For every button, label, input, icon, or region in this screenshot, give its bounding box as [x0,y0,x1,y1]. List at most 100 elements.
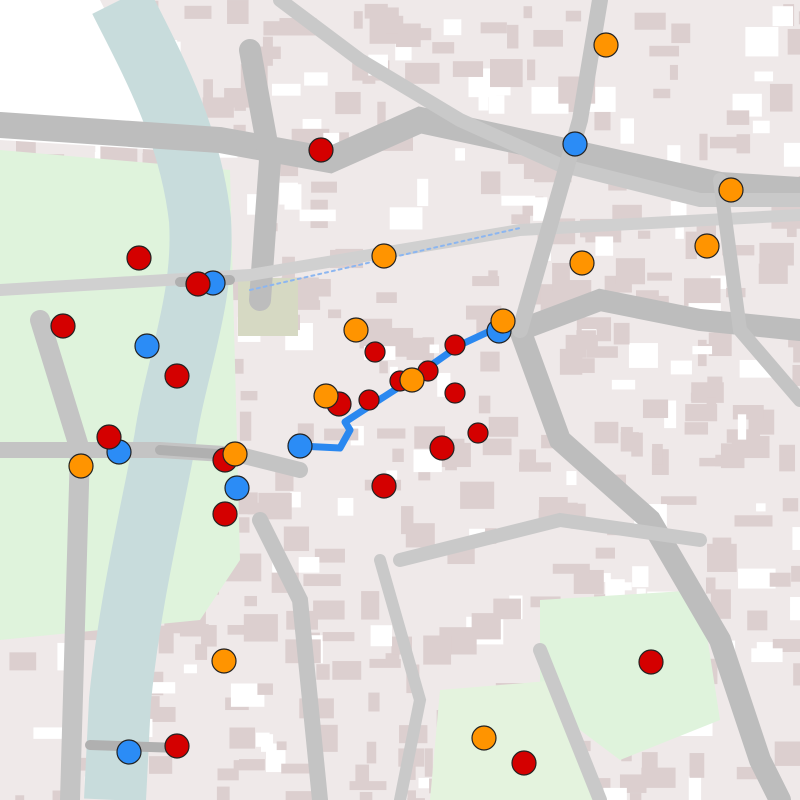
building [653,88,671,99]
building [699,457,725,467]
building [432,42,455,54]
building [501,195,536,206]
park-area [540,590,720,760]
building [299,209,336,222]
building [417,178,429,207]
building [523,6,533,19]
orange-marker[interactable] [399,367,425,393]
red-marker[interactable] [212,501,238,527]
red-marker[interactable] [185,271,211,297]
building [669,64,678,80]
building [488,95,505,114]
red-marker[interactable] [444,334,466,356]
building [620,118,634,144]
building [33,727,72,739]
building [699,133,708,161]
building [688,776,702,800]
building [337,497,354,516]
red-marker[interactable] [164,363,190,389]
building [671,23,691,44]
orange-marker[interactable] [343,317,369,343]
building [565,10,582,22]
blue-marker[interactable] [562,131,588,157]
building [620,432,639,452]
red-marker[interactable] [126,245,152,271]
building [732,404,764,420]
blue-marker[interactable] [116,739,142,765]
building [688,303,721,313]
building [285,791,318,800]
building [675,223,684,239]
building [406,337,430,360]
red-marker[interactable] [164,733,190,759]
blue-marker[interactable] [287,433,313,459]
building [488,416,519,437]
red-marker[interactable] [444,382,466,404]
red-marker[interactable] [364,341,386,363]
red-marker[interactable] [308,137,334,163]
building [240,390,258,401]
red-marker[interactable] [96,424,122,450]
orange-marker[interactable] [694,233,720,259]
building [629,793,642,800]
building [772,6,794,27]
building [316,664,330,680]
building [328,309,342,319]
building [303,574,341,587]
building [552,262,570,292]
building [769,572,791,587]
building [377,428,406,439]
red-marker[interactable] [429,435,455,461]
orange-marker[interactable] [211,648,237,674]
red-marker[interactable] [358,389,380,411]
building [146,682,176,694]
blue-marker[interactable] [134,333,160,359]
orange-marker[interactable] [313,383,339,409]
building [559,348,583,375]
orange-marker[interactable] [471,725,497,751]
building [263,21,285,36]
building [726,110,750,125]
building [217,768,239,781]
blue-marker[interactable] [224,475,250,501]
orange-marker[interactable] [593,32,619,58]
building [708,332,732,357]
orange-marker[interactable] [222,441,248,467]
building [774,741,800,766]
building [628,343,658,368]
building [720,443,745,469]
building [407,790,416,800]
building [685,231,697,260]
building [782,498,799,512]
building [490,59,523,88]
building [376,292,397,304]
red-marker[interactable] [50,313,76,339]
building [313,600,345,620]
orange-marker[interactable] [490,308,516,334]
orange-marker[interactable] [371,243,397,269]
building [533,29,563,47]
building [511,214,531,225]
red-marker[interactable] [371,473,397,499]
building [684,422,709,435]
building [480,22,507,34]
building [670,201,687,216]
building [787,28,800,55]
orange-marker[interactable] [718,177,744,203]
building [405,62,440,84]
building [335,91,361,115]
orange-marker[interactable] [68,453,94,479]
building [257,683,273,695]
building [689,753,705,778]
orange-marker[interactable] [569,250,595,276]
building [611,379,636,390]
building [595,236,614,256]
building [184,5,212,19]
red-marker[interactable] [638,649,664,675]
building [385,7,399,34]
building [283,526,310,552]
red-marker[interactable] [467,422,489,444]
red-marker[interactable] [511,750,537,776]
building [707,543,737,572]
